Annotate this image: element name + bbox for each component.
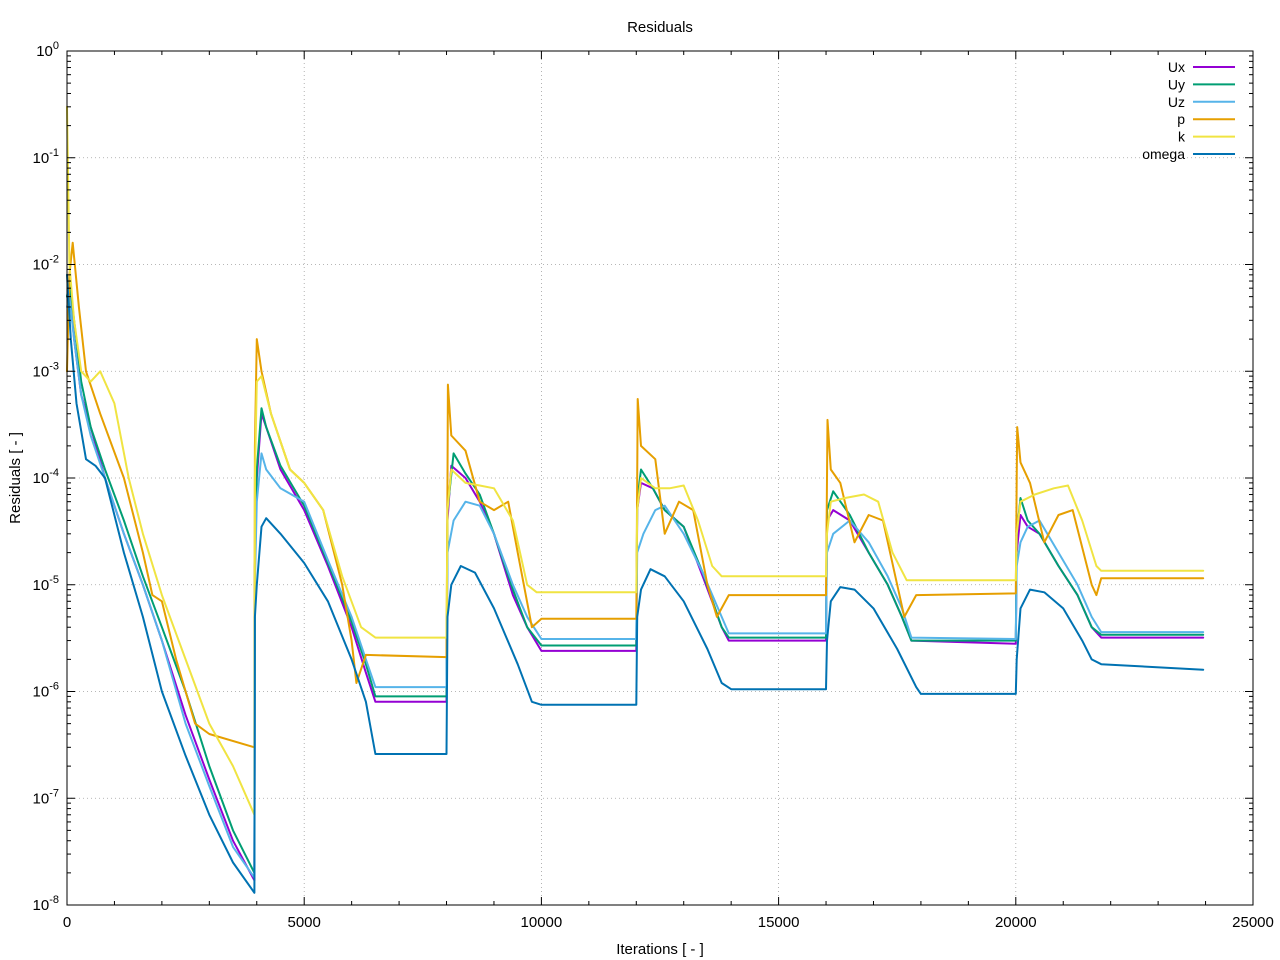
series-line-Uy [66, 280, 1205, 874]
y-tick-label: 10-5 [33, 574, 59, 594]
tick-labels: 0 5000 10000 15000 20000 25000 10-8 10-7 10-6 10-… [33, 40, 1274, 931]
y-axis-label: Residuals [ - ] [7, 432, 24, 524]
y-tick-label: 10-1 [33, 147, 59, 167]
y-tick-label: 100 [36, 40, 59, 60]
series-line-Ux [66, 287, 1205, 882]
x-tick-label: 15000 [758, 914, 800, 931]
chart-title: Residuals [627, 19, 693, 36]
x-axis-label: Iterations [ - ] [616, 941, 704, 958]
x-tick-label: 20000 [995, 914, 1037, 931]
series-line-omega [66, 273, 1205, 894]
y-tick-label: 10-2 [33, 254, 59, 274]
y-tick-label: 10-7 [33, 787, 59, 807]
legend-label-Uy: Uy [1168, 76, 1185, 92]
x-tick-label: 5000 [288, 914, 321, 931]
legend-label-k: k [1178, 129, 1186, 145]
x-tick-label: 10000 [521, 914, 563, 931]
series-line-k [66, 105, 1205, 816]
y-tick-label: 10-3 [33, 360, 59, 380]
x-tick-label: 0 [63, 914, 71, 931]
x-tick-label: 25000 [1232, 914, 1274, 931]
axis-ticks [66, 50, 1254, 906]
legend-label-p: p [1177, 111, 1185, 127]
series-line-p [66, 241, 1205, 749]
legend-label-Uz: Uz [1168, 94, 1185, 110]
y-tick-label: 10-8 [33, 894, 59, 914]
legend-label-Ux: Ux [1168, 59, 1185, 75]
series-line-Uz [66, 295, 1205, 879]
grid [67, 51, 1253, 905]
y-tick-label: 10-4 [33, 467, 59, 487]
series-lines [66, 105, 1205, 894]
legend-label-omega: omega [1142, 146, 1185, 162]
y-tick-label: 10-6 [33, 681, 59, 701]
